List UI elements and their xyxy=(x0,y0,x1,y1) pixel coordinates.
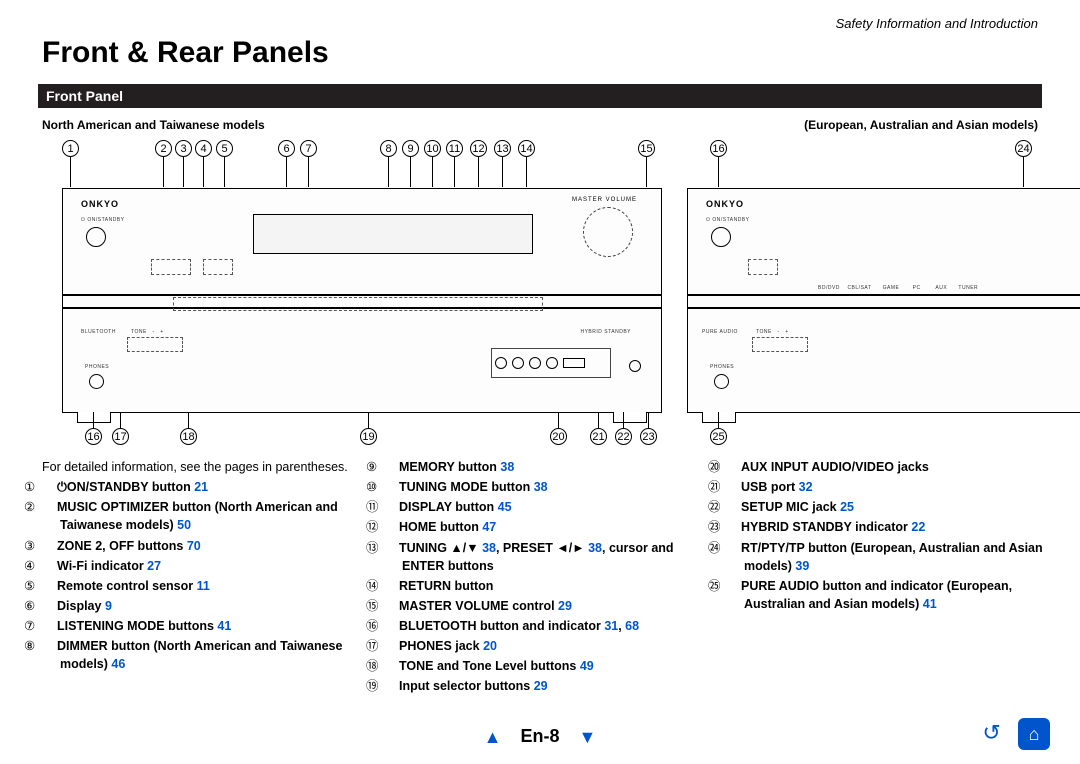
brand-label: ONKYO xyxy=(81,199,119,209)
legend: For detailed information, see the pages … xyxy=(42,458,1046,698)
callout-9: 9 xyxy=(402,140,419,157)
callout-19: 19 xyxy=(360,428,377,445)
subtitle-left: North American and Taiwanese models xyxy=(42,118,265,132)
callout-20: 20 xyxy=(550,428,567,445)
volume-label: MASTER VOLUME xyxy=(572,197,637,203)
legend-item: ㉕PURE AUDIO button and indicator (Europe… xyxy=(726,577,1046,613)
legend-item: ②MUSIC OPTIMIZER button (North American … xyxy=(42,498,362,534)
legend-item: ⑩TUNING MODE button 38 xyxy=(384,478,704,496)
front-panel-diagram-eu: ONKYO ⏻ ON/STANDBY PURE AUDIO TONE - + P… xyxy=(687,188,1080,413)
callout-16: 16 xyxy=(85,428,102,445)
legend-item: ⑱TONE and Tone Level buttons 49 xyxy=(384,657,704,675)
legend-item: ⑳AUX INPUT AUDIO/VIDEO jacks xyxy=(726,458,1046,476)
setup-mic-jack xyxy=(629,360,641,372)
breadcrumb: Safety Information and Introduction xyxy=(836,16,1038,31)
callout-16: 16 xyxy=(710,140,727,157)
standby-button xyxy=(711,227,731,247)
callout-12: 12 xyxy=(470,140,487,157)
callout-17: 17 xyxy=(112,428,129,445)
phones-jack xyxy=(89,374,104,389)
callout-22: 22 xyxy=(615,428,632,445)
legend-col-2: ⑨MEMORY button 38 ⑩TUNING MODE button 38 ⑪… xyxy=(384,458,704,698)
legend-item: ⑮MASTER VOLUME control 29 xyxy=(384,597,704,615)
legend-item: ⑥Display 9 xyxy=(42,597,362,615)
legend-item: ⑧DIMMER button (North American and Taiwa… xyxy=(42,637,362,673)
legend-item: ㉑USB port 32 xyxy=(726,478,1046,496)
legend-item: ⑫HOME button 47 xyxy=(384,518,704,536)
legend-item: ⑨MEMORY button 38 xyxy=(384,458,704,476)
legend-item: ④Wi-Fi indicator 27 xyxy=(42,557,362,575)
page-footer: ▲ En-8 ▼ xyxy=(0,726,1080,748)
front-panel-diagram-na: ONKYO MASTER VOLUME ⏻ ON/STANDBY BLUETOO… xyxy=(62,188,662,413)
callout-25: 25 xyxy=(710,428,727,445)
legend-col-3: ⑳AUX INPUT AUDIO/VIDEO jacks ㉑USB port 32… xyxy=(726,458,1046,698)
master-volume-knob xyxy=(583,207,633,257)
display-window xyxy=(253,214,533,254)
section-heading: Front Panel xyxy=(38,84,1042,108)
legend-item: ⑦LISTENING MODE buttons 41 xyxy=(42,617,362,635)
aux-jacks xyxy=(491,348,611,378)
brand-label: ONKYO xyxy=(706,199,744,209)
prev-page-icon[interactable]: ▲ xyxy=(484,727,502,747)
legend-item: ⑲Input selector buttons 29 xyxy=(384,677,704,695)
callout-8: 8 xyxy=(380,140,397,157)
legend-item: ⑯BLUETOOTH button and indicator 31, 68 xyxy=(384,617,704,635)
callout-3: 3 xyxy=(175,140,192,157)
legend-item: ⑭RETURN button xyxy=(384,577,704,595)
callout-18: 18 xyxy=(180,428,197,445)
callout-14: 14 xyxy=(518,140,535,157)
legend-item: ㉔RT/PTY/TP button (European, Australian … xyxy=(726,539,1046,575)
legend-item: ⑰PHONES jack 20 xyxy=(384,637,704,655)
callout-5: 5 xyxy=(216,140,233,157)
callout-1: 1 xyxy=(62,140,79,157)
callout-6: 6 xyxy=(278,140,295,157)
callout-13: 13 xyxy=(494,140,511,157)
page-number: En-8 xyxy=(520,726,559,746)
back-icon[interactable]: ↺ xyxy=(976,717,1008,749)
legend-item: ①⏻ON/STANDBY button 21 xyxy=(42,478,362,496)
legend-item: ⑪DISPLAY button 45 xyxy=(384,498,704,516)
legend-item: ⑤Remote control sensor 11 xyxy=(42,577,362,595)
legend-item: ⑬TUNING ▲/▼ 38, PRESET ◄/► 38, cursor an… xyxy=(384,539,704,575)
legend-col-1: For detailed information, see the pages … xyxy=(42,458,362,698)
next-page-icon[interactable]: ▼ xyxy=(579,727,597,747)
page-title: Front & Rear Panels xyxy=(42,36,329,70)
callout-10: 10 xyxy=(424,140,441,157)
home-icon[interactable]: ⌂ xyxy=(1018,718,1050,750)
callout-21: 21 xyxy=(590,428,607,445)
callout-11: 11 xyxy=(446,140,463,157)
legend-item: ㉒SETUP MIC jack 25 xyxy=(726,498,1046,516)
callout-23: 23 xyxy=(640,428,657,445)
callout-4: 4 xyxy=(195,140,212,157)
callout-7: 7 xyxy=(300,140,317,157)
callout-24: 24 xyxy=(1015,140,1032,157)
legend-item: ㉓HYBRID STANDBY indicator 22 xyxy=(726,518,1046,536)
callout-15: 15 xyxy=(638,140,655,157)
legend-intro: For detailed information, see the pages … xyxy=(42,458,362,476)
legend-item: ③ZONE 2, OFF buttons 70 xyxy=(42,537,362,555)
standby-button xyxy=(86,227,106,247)
callout-2: 2 xyxy=(155,140,172,157)
subtitle-right: (European, Australian and Asian models) xyxy=(804,118,1038,132)
